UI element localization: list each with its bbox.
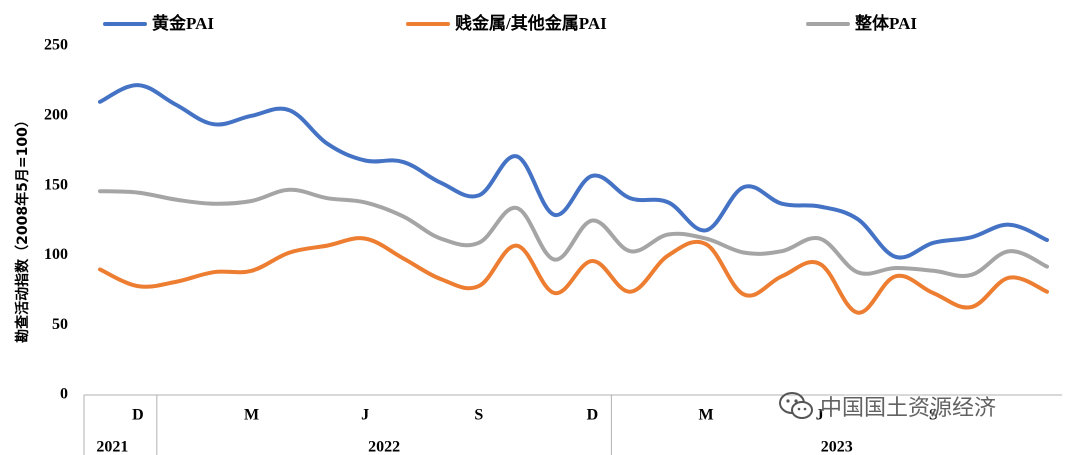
x-tick-label: S [474,407,483,424]
watermark: 中国国土资源经济 [778,390,996,422]
y-axis-label: 勘查活动指数（2008年5月=100） [14,113,31,343]
x-tick-label: M [244,407,259,424]
watermark-text: 中国国土资源经济 [820,396,997,421]
x-tick-label: M [699,407,714,424]
legend: 黄金PAI 贱金属/其他金属PAI 整体PAI [103,13,917,33]
x-year-label: 2023 [821,439,853,455]
x-tick-label: J [816,407,824,424]
y-tick-label: 0 [60,386,68,403]
legend-label: 黄金PAI [152,13,214,33]
x-axis-frame [83,394,1062,455]
x-year-label: 2021 [96,439,128,455]
series-line-1 [98,236,1049,315]
legend-label: 整体PAI [855,13,917,33]
y-tick-label: 200 [44,106,68,123]
legend-label: 贱金属/其他金属PAI [455,13,607,33]
y-tick-label: 250 [44,37,68,54]
series-line-2 [98,187,1049,278]
wechat-icon [779,392,813,419]
series-lines [98,83,1049,315]
y-tick-label: 150 [44,176,68,193]
y-axis-ticks: 0 50 100 150 200 250 [44,37,68,403]
x-tick-label: S [929,407,938,424]
x-tick-label: D [132,407,144,424]
x-axis-ticks: D M J S D M J S 2021 2022 2023 [96,407,937,455]
y-tick-label: 50 [52,316,68,333]
x-tick-label: D [587,407,599,424]
series-line-0 [98,83,1049,260]
x-year-label: 2022 [368,439,400,455]
x-tick-label: J [361,407,369,424]
y-tick-label: 100 [44,246,68,263]
